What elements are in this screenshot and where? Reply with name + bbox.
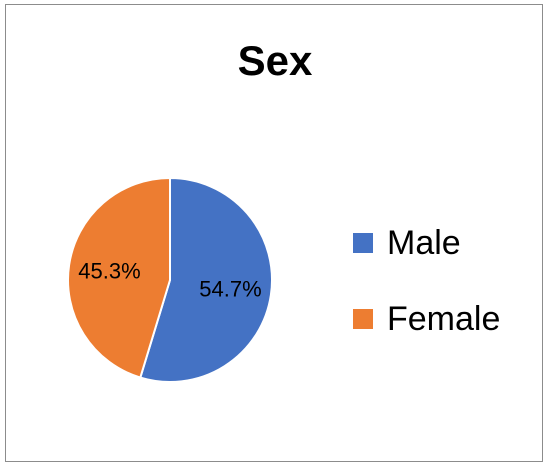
pie-slices — [67, 176, 273, 383]
legend-label-male: Male — [387, 224, 461, 262]
pie-slice-female — [67, 176, 171, 379]
legend-item-male: Male — [353, 222, 543, 264]
legend-label-female: Female — [387, 300, 501, 338]
pie-label-male: 54.7% — [199, 277, 261, 302]
chart-title: Sex — [237, 37, 313, 84]
pie-labels: 54.7% 45.3% — [78, 259, 261, 302]
pie-label-female: 45.3% — [78, 259, 140, 284]
legend-swatch-male — [353, 233, 373, 253]
legend-swatch-female — [353, 309, 373, 329]
chart-legend: Male Female — [353, 222, 543, 374]
pie-slice-male — [139, 176, 273, 383]
legend-item-female: Female — [353, 298, 543, 340]
